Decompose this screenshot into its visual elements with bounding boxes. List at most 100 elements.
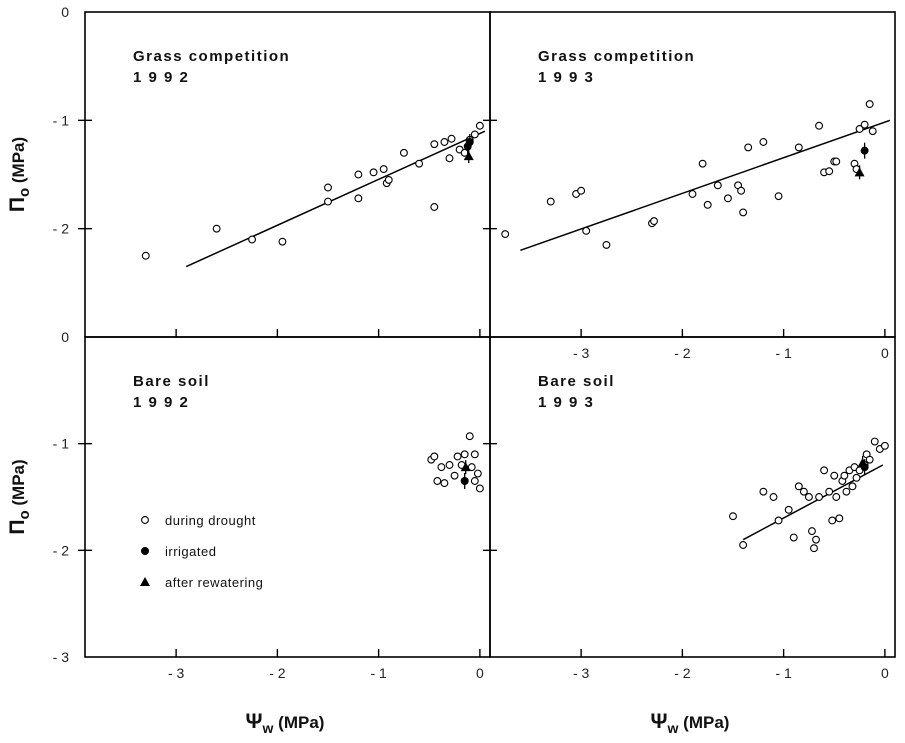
point-during-drought: [799, 487, 808, 496]
point-during-drought: [842, 487, 851, 496]
point-during-drought: [324, 197, 332, 206]
panel-title-top-right: 1 9 9 3: [538, 69, 594, 86]
point-during-drought: [447, 134, 456, 143]
point-during-drought: [577, 186, 586, 195]
point-during-drought: [828, 516, 837, 525]
regression-line: [185, 130, 486, 268]
point-irrigated: [460, 477, 469, 485]
point-during-drought: [812, 535, 820, 544]
point-during-drought: [430, 203, 439, 211]
point-during-drought: [713, 181, 722, 190]
point-during-drought: [832, 493, 841, 501]
point-during-drought: [865, 100, 874, 109]
point-during-drought: [723, 194, 732, 203]
x-tick-label: 0: [881, 345, 889, 361]
legend-filled-circle-icon: [141, 547, 149, 555]
y-axis-title: Πo (MPa): [6, 459, 33, 534]
point-during-drought: [440, 479, 449, 488]
point-during-drought: [825, 487, 834, 496]
y-tick-label: - 1: [53, 112, 70, 128]
x-axis-title: Ψw (MPa): [651, 710, 730, 736]
point-during-drought: [501, 230, 510, 239]
point-during-drought: [865, 455, 874, 464]
point-during-drought: [852, 473, 861, 482]
legend-open-circle-icon: [141, 516, 149, 524]
point-during-drought: [744, 143, 753, 152]
point-during-drought: [855, 125, 864, 133]
x-tick-label: - 1: [775, 345, 792, 361]
point-during-drought: [688, 190, 697, 198]
point-during-drought: [430, 452, 439, 461]
point-during-drought: [546, 197, 555, 206]
point-during-drought: [774, 192, 783, 201]
point-during-drought: [470, 130, 479, 139]
x-axis-title: Ψw (MPa): [246, 710, 325, 736]
point-during-drought: [437, 463, 446, 472]
x-tick-label: - 1: [775, 665, 792, 681]
x-tick-label: - 2: [674, 345, 691, 361]
point-during-drought: [473, 469, 482, 478]
point-during-drought: [453, 452, 462, 461]
point-after-rewatering: [857, 457, 868, 467]
regression-line: [520, 119, 891, 252]
panel-frame-bottom-right: [489, 336, 896, 658]
point-irrigated: [465, 138, 474, 146]
point-irrigated: [860, 146, 869, 155]
point-during-drought: [830, 471, 839, 480]
point-during-drought: [445, 154, 454, 163]
point-during-drought: [739, 208, 748, 217]
point-during-drought: [729, 512, 737, 521]
panel-title-top-right: Grass competition: [538, 48, 695, 65]
point-during-drought: [399, 148, 408, 157]
panel-title-bottom-right: 1 9 9 3: [538, 394, 594, 411]
point-during-drought: [769, 493, 778, 501]
x-tick-label: 0: [881, 665, 889, 681]
panel-title-top-left: 1 9 9 2: [133, 69, 189, 86]
point-during-drought: [848, 482, 857, 491]
x-tick-label: - 2: [674, 665, 691, 681]
point-during-drought: [433, 477, 442, 485]
point-after-rewatering: [463, 151, 474, 161]
point-during-drought: [840, 471, 849, 480]
point-during-drought: [354, 170, 363, 179]
legend-label: after rewatering: [165, 575, 263, 590]
point-during-drought: [870, 437, 879, 446]
point-during-drought: [804, 493, 813, 501]
point-during-drought: [602, 240, 611, 249]
legend-label: during drought: [165, 513, 256, 528]
point-during-drought: [379, 165, 388, 174]
point-during-drought: [868, 127, 877, 136]
panel-title-top-left: Grass competition: [133, 48, 290, 65]
point-during-drought: [808, 527, 816, 536]
legend-triangle-icon: [140, 577, 150, 586]
panel-title-bottom-right: Bare soil: [538, 373, 615, 390]
point-during-drought: [880, 441, 889, 450]
point-during-drought: [789, 533, 798, 542]
point-during-drought: [739, 541, 748, 549]
point-during-drought: [450, 471, 459, 480]
x-tick-label: - 3: [573, 345, 590, 361]
legend-label: irrigated: [165, 544, 216, 559]
point-during-drought: [582, 226, 591, 235]
x-tick-label: - 2: [269, 665, 286, 681]
point-during-drought: [759, 138, 768, 146]
point-during-drought: [794, 143, 803, 152]
point-during-drought: [832, 157, 841, 166]
x-tick-label: 0: [476, 665, 484, 681]
point-during-drought: [810, 544, 818, 553]
point-during-drought: [384, 175, 393, 184]
point-during-drought: [470, 477, 479, 485]
x-tick-label: - 1: [370, 665, 387, 681]
y-axis-title: Πo (MPa): [6, 137, 33, 212]
y-tick-label: 0: [61, 4, 69, 20]
point-during-drought: [794, 482, 803, 491]
point-during-drought: [324, 183, 332, 192]
point-after-rewatering: [460, 462, 471, 472]
point-during-drought: [470, 450, 479, 459]
point-during-drought: [278, 237, 287, 246]
x-tick-label: - 3: [168, 665, 185, 681]
point-during-drought: [698, 159, 707, 168]
point-during-drought: [820, 466, 829, 475]
point-during-drought: [703, 200, 712, 209]
